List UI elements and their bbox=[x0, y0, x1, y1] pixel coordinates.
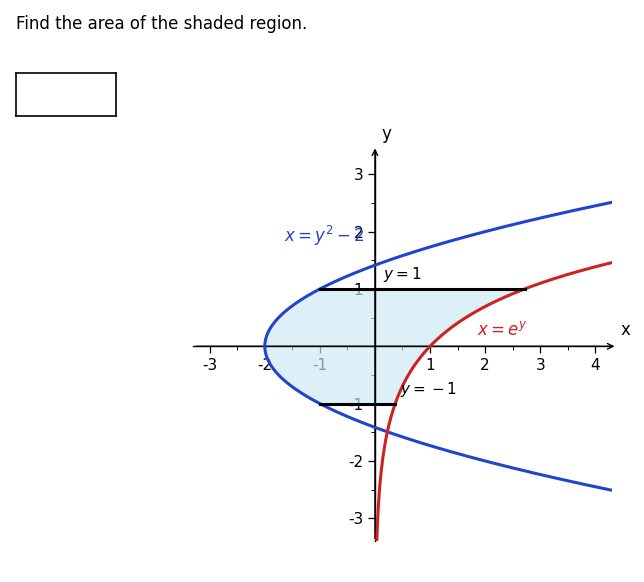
Text: y: y bbox=[381, 125, 392, 143]
Text: $y = 1$: $y = 1$ bbox=[383, 265, 422, 285]
Text: Find the area of the shaded region.: Find the area of the shaded region. bbox=[16, 15, 307, 33]
Text: $x = y^2 - 2$: $x = y^2 - 2$ bbox=[284, 223, 365, 248]
Text: x: x bbox=[620, 321, 630, 339]
Text: $x = e^y$: $x = e^y$ bbox=[477, 321, 527, 339]
Text: $y = -1$: $y = -1$ bbox=[400, 380, 457, 399]
